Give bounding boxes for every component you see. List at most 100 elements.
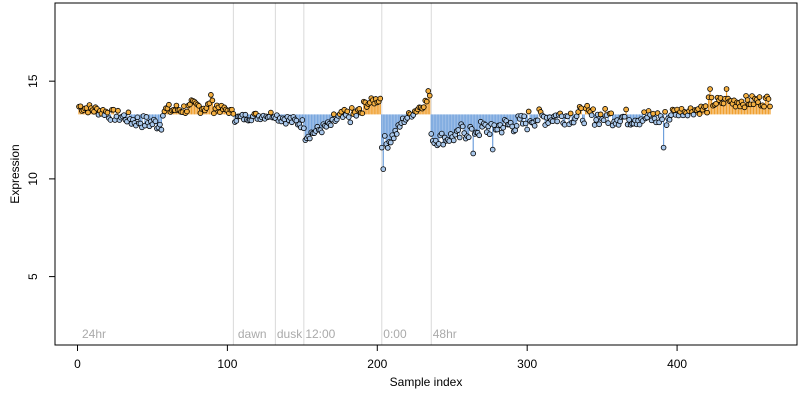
x-axis-label: Sample index xyxy=(390,375,463,389)
y-axis-label: Expression xyxy=(8,144,22,203)
data-point xyxy=(143,114,150,120)
data-point xyxy=(299,117,306,123)
data-point xyxy=(348,105,355,111)
data-point xyxy=(581,120,587,127)
data-point xyxy=(720,100,727,107)
data-point xyxy=(767,103,773,110)
series-points xyxy=(76,86,773,172)
data-point xyxy=(121,112,127,118)
data-point xyxy=(125,109,132,116)
data-point xyxy=(152,118,159,125)
data-point xyxy=(465,134,472,141)
data-point xyxy=(459,123,466,130)
data-point xyxy=(301,125,307,132)
data-point xyxy=(666,116,673,123)
data-point xyxy=(158,126,165,133)
data-point xyxy=(593,117,599,123)
y-tick-label: 10 xyxy=(26,172,40,186)
data-point xyxy=(242,111,249,118)
time-annotations: 24hr dawn dusk 12:00 0:00 48hr xyxy=(82,327,457,341)
data-point xyxy=(600,117,607,124)
data-point xyxy=(486,131,493,138)
data-point xyxy=(328,122,334,129)
y-axis: 5 10 15 xyxy=(26,74,56,280)
data-point xyxy=(491,122,498,128)
data-point xyxy=(353,112,360,119)
data-point xyxy=(521,113,527,120)
data-point xyxy=(230,111,237,117)
data-point xyxy=(590,106,596,112)
data-point xyxy=(750,101,757,108)
data-point xyxy=(636,121,643,128)
data-point xyxy=(268,109,274,116)
data-point xyxy=(549,118,556,125)
data-point xyxy=(696,111,703,117)
data-point xyxy=(605,120,611,126)
data-point xyxy=(166,101,172,108)
data-point xyxy=(660,144,667,151)
data-point xyxy=(704,109,710,116)
data-point xyxy=(450,137,457,144)
data-point xyxy=(319,129,325,136)
data-point xyxy=(423,98,430,105)
data-point xyxy=(110,106,117,113)
data-point xyxy=(476,132,483,139)
data-point xyxy=(331,111,337,118)
annotation-label: 48hr xyxy=(433,327,457,341)
data-point xyxy=(489,146,496,153)
data-point xyxy=(522,120,529,127)
data-point xyxy=(554,118,560,125)
data-point xyxy=(596,121,602,128)
data-point xyxy=(211,110,217,117)
data-point xyxy=(708,94,715,101)
data-point xyxy=(723,86,730,92)
data-point xyxy=(346,114,352,120)
data-point xyxy=(500,124,506,131)
data-point xyxy=(578,105,584,112)
x-tick-label: 100 xyxy=(217,357,237,371)
data-point xyxy=(455,127,462,133)
data-point xyxy=(623,106,629,113)
data-point xyxy=(558,113,565,120)
data-point xyxy=(184,108,190,115)
data-point xyxy=(208,92,214,98)
data-point xyxy=(209,97,216,104)
data-point xyxy=(384,145,391,151)
data-point xyxy=(513,123,520,129)
data-point xyxy=(608,110,614,117)
data-point xyxy=(602,106,608,112)
data-point xyxy=(115,107,121,114)
data-point xyxy=(755,99,761,106)
data-point xyxy=(597,111,604,118)
data-point xyxy=(85,109,91,116)
x-tick-label: 400 xyxy=(667,357,687,371)
data-point xyxy=(524,126,530,133)
data-point xyxy=(641,109,647,115)
data-point xyxy=(426,92,433,99)
data-point xyxy=(713,100,719,107)
annotation-label: dusk xyxy=(277,327,303,341)
data-point xyxy=(104,109,111,116)
data-point xyxy=(707,86,713,92)
data-point xyxy=(690,111,697,118)
data-point xyxy=(440,141,447,148)
data-point xyxy=(359,110,366,117)
data-point xyxy=(531,122,538,129)
data-point xyxy=(344,108,351,115)
data-point xyxy=(428,131,435,137)
data-point xyxy=(650,110,656,117)
data-point xyxy=(668,112,674,118)
y-tick-label: 5 xyxy=(26,273,40,280)
data-point xyxy=(468,126,475,132)
data-point xyxy=(717,95,724,101)
data-point xyxy=(393,131,400,137)
data-point xyxy=(662,108,668,115)
data-point xyxy=(765,96,772,102)
x-axis: 0 100 200 300 400 xyxy=(74,344,687,371)
data-point xyxy=(621,113,628,120)
data-point xyxy=(534,117,541,124)
data-point xyxy=(575,109,581,115)
data-point xyxy=(378,144,385,151)
